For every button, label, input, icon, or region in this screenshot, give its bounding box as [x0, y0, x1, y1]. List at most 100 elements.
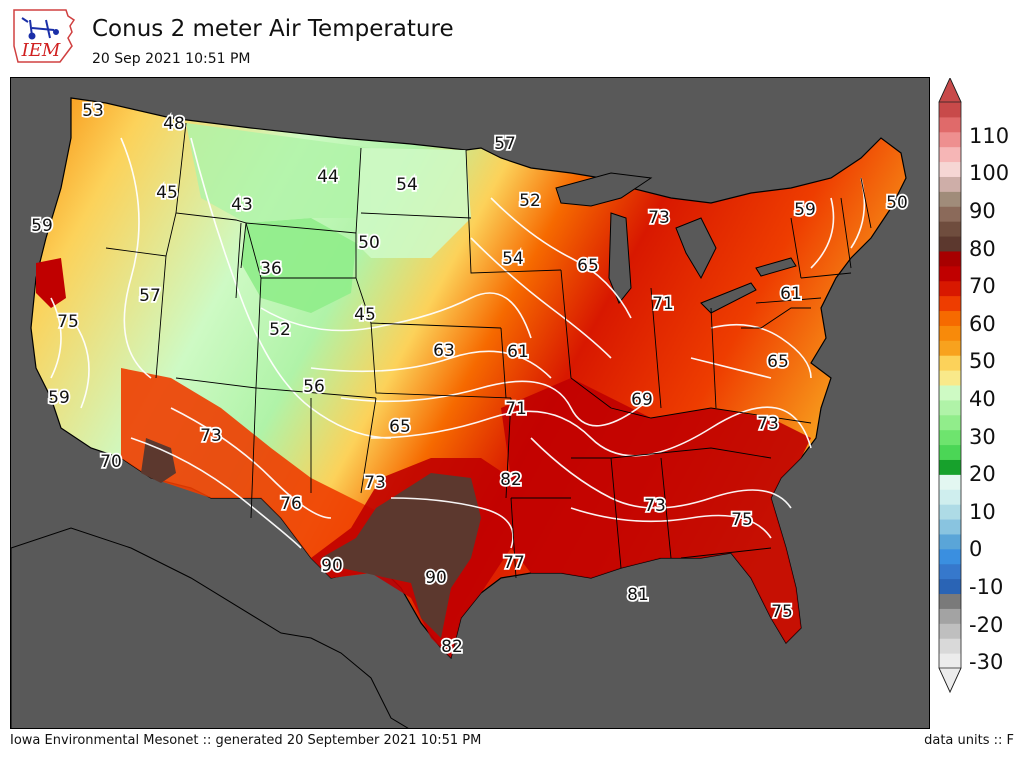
colorbar-band — [939, 444, 961, 460]
colorbar-band — [939, 608, 961, 624]
colorbar-band — [939, 102, 961, 118]
cool-area-montana — [186, 123, 371, 223]
temperature-label: 65 — [767, 352, 789, 372]
colorbar-band — [939, 653, 961, 669]
colorbar-band — [939, 563, 961, 580]
cbar-tick: -20 — [969, 613, 1004, 637]
temperature-label: 53 — [82, 101, 104, 121]
temperature-label: 45 — [354, 305, 376, 325]
lake-superior — [555, 172, 653, 207]
temperature-label: 56 — [303, 377, 325, 397]
colorbar-extend-min — [938, 667, 962, 693]
temperature-label: 63 — [433, 341, 455, 361]
cbar-tick: 70 — [969, 274, 996, 298]
temperature-map: 53 48 57 44 54 45 43 52 59 50 73 59 50 36 54 65 57 61 71 75… — [10, 77, 930, 729]
temperature-label: 76 — [280, 494, 302, 514]
colorbar-band — [939, 265, 961, 282]
isotherm-contours — [50, 137, 866, 549]
colorbar-band — [939, 280, 961, 297]
temperature-label: 75 — [57, 312, 79, 332]
lake-michigan — [608, 212, 632, 304]
temperature-label: 59 — [48, 388, 70, 408]
desert-hot-spot — [141, 438, 176, 483]
map-title: Conus 2 meter Air Temperature — [92, 16, 454, 42]
cbar-tick: 90 — [969, 199, 996, 223]
cbar-tick: 60 — [969, 312, 996, 336]
temperature-label: 50 — [358, 233, 380, 253]
temperature-label: 73 — [200, 426, 222, 446]
cool-area-dakotas — [356, 148, 471, 258]
temperature-label: 65 — [389, 417, 411, 437]
temperature-label: 82 — [441, 637, 463, 657]
temperature-label: 61 — [507, 342, 529, 362]
cbar-tick: 40 — [969, 387, 996, 411]
temperature-label: 81 — [627, 585, 649, 605]
temperature-label: 82 — [500, 470, 522, 490]
temperature-label: 48 — [163, 114, 185, 134]
temperature-label: 50 — [886, 193, 908, 213]
cbar-tick: 80 — [969, 237, 996, 261]
temperature-label: 73 — [757, 414, 779, 434]
footer-credit: Iowa Environmental Mesonet :: generated … — [10, 733, 482, 748]
footer-units: data units :: F — [924, 733, 1014, 748]
cbar-tick: 20 — [969, 462, 996, 486]
very-hot-texas — [321, 473, 481, 638]
cbar-tick: -10 — [969, 575, 1004, 599]
temperature-label: 36 — [260, 259, 282, 279]
colorbar-band — [939, 489, 961, 505]
temperature-label: 71 — [505, 399, 527, 419]
colorbar-band — [939, 206, 961, 222]
colorbar-band — [939, 325, 961, 341]
lake-ontario — [755, 257, 797, 277]
cbar-tick: -30 — [969, 650, 1004, 674]
temperature-label: 65 — [577, 256, 599, 276]
colorbar-extend-max — [938, 78, 962, 103]
lake-huron — [675, 217, 717, 280]
colorbar-band — [939, 578, 961, 595]
colorbar — [938, 78, 962, 693]
temperature-label: 77 — [503, 553, 525, 573]
colorbar-band — [939, 295, 961, 312]
temperature-label: 59 — [31, 216, 53, 236]
temperature-label: 90 — [425, 568, 447, 588]
colorbar-band — [939, 623, 961, 639]
temperature-label: 57 — [139, 286, 161, 306]
cbar-tick: 30 — [969, 425, 996, 449]
temperature-label: 75 — [771, 602, 793, 622]
colorbar-band — [939, 221, 961, 237]
state-borders — [105, 122, 872, 579]
temperature-label: 73 — [644, 496, 666, 516]
colorbar-band — [939, 385, 961, 401]
temperature-label: 90 — [321, 556, 343, 576]
cbar-tick: 0 — [969, 537, 983, 561]
colorbar-band — [939, 116, 961, 133]
temperature-label: 69 — [631, 390, 653, 410]
colorbar-band — [939, 370, 961, 386]
temperature-label: 61 — [780, 284, 802, 304]
colorbar-band — [939, 474, 961, 490]
warm-southwest — [121, 368, 391, 578]
map-timestamp: 20 Sep 2021 10:51 PM — [92, 51, 251, 67]
colorbar-band — [939, 399, 961, 416]
temperature-label: 43 — [231, 195, 253, 215]
cbar-tick: 10 — [969, 500, 996, 524]
california-hot-spot — [36, 258, 66, 308]
temperature-label: 73 — [648, 208, 670, 228]
colorbar-band — [939, 131, 961, 148]
hot-southeast — [501, 378, 811, 643]
colorbar-band — [939, 429, 961, 446]
cold-core-wyoming — [241, 218, 356, 313]
temperature-label: 52 — [269, 320, 291, 340]
logo-text: IEM — [21, 40, 61, 61]
cbar-tick: 110 — [969, 124, 1010, 148]
colorbar-band — [939, 176, 961, 192]
temperature-label: 52 — [519, 191, 541, 211]
temperature-label: 45 — [156, 183, 178, 203]
temperature-label: 57 — [494, 134, 516, 154]
temperature-label: 54 — [396, 175, 418, 195]
colorbar-band — [939, 638, 961, 654]
temperature-label: 70 — [100, 452, 122, 472]
colorbar-band — [939, 414, 961, 431]
colorbar-band — [939, 459, 961, 475]
colorbar-band — [939, 250, 961, 267]
